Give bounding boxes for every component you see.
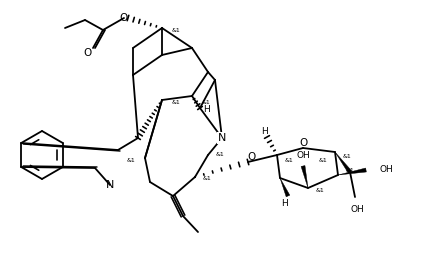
Text: &1: &1: [346, 168, 354, 172]
Text: &1: &1: [284, 158, 293, 163]
Text: N: N: [218, 133, 226, 143]
Text: &1: &1: [319, 158, 327, 163]
Text: O: O: [299, 138, 307, 148]
Polygon shape: [301, 166, 308, 188]
Text: O: O: [120, 13, 128, 23]
Text: N: N: [106, 180, 114, 190]
Text: &1: &1: [172, 28, 180, 33]
Text: H: H: [281, 200, 288, 208]
Polygon shape: [280, 178, 290, 197]
Text: OH: OH: [296, 152, 310, 161]
Text: OH: OH: [350, 206, 364, 214]
Polygon shape: [335, 152, 352, 173]
Text: &1: &1: [127, 158, 135, 163]
Text: &1: &1: [343, 155, 351, 160]
Text: H: H: [262, 126, 268, 136]
Polygon shape: [338, 168, 366, 175]
Text: O: O: [247, 152, 255, 162]
Text: &1: &1: [316, 187, 324, 192]
Text: &1: &1: [203, 176, 212, 182]
Text: H: H: [203, 105, 209, 115]
Text: O: O: [83, 48, 91, 58]
Text: &1: &1: [201, 100, 210, 105]
Text: OH: OH: [380, 166, 394, 174]
Text: &1: &1: [215, 153, 224, 158]
Text: &1: &1: [172, 100, 180, 105]
